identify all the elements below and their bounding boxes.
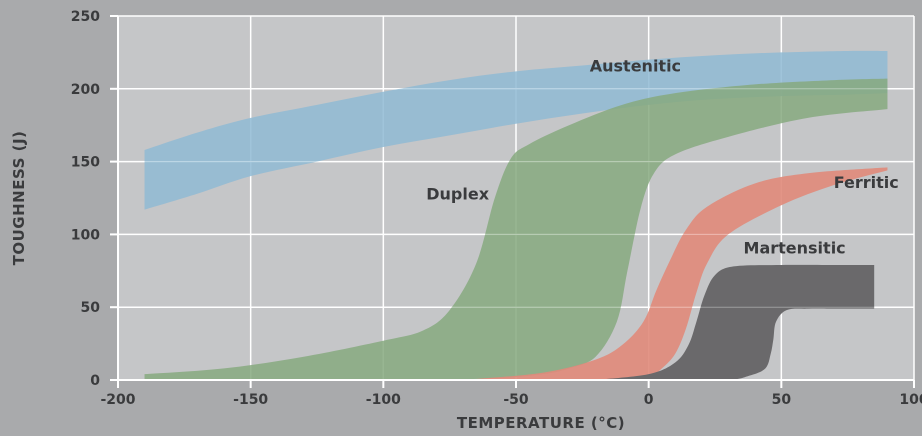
- band-duplex: [144, 78, 888, 381]
- x-axis-title: TEMPERATURE (°C): [457, 414, 625, 432]
- y-tick-label: 100: [71, 227, 100, 243]
- x-tick-label: -50: [503, 392, 529, 408]
- band-label-austenitic: Austenitic: [590, 56, 681, 75]
- y-tick-label: 0: [90, 373, 100, 389]
- band-label-martensitic: Martensitic: [744, 238, 846, 257]
- series-bands: [144, 50, 888, 381]
- y-tick-label: 250: [71, 9, 100, 25]
- y-tick-label: 200: [71, 82, 100, 98]
- x-tick-label: 0: [644, 392, 654, 408]
- x-tick-label: -200: [100, 392, 135, 408]
- y-axis-title: TOUGHNESS (J): [10, 131, 28, 266]
- series-labels: Austenitic Duplex Ferritic Martensitic: [426, 56, 899, 257]
- band-label-duplex: Duplex: [426, 184, 489, 203]
- band-martensitic: [595, 264, 875, 381]
- x-tick-label: 50: [772, 392, 792, 408]
- x-tick-label: -150: [233, 392, 268, 408]
- axes: -200 -150 -100 -50 0 50 100 0 50 100 150 200 250: [71, 9, 922, 408]
- band-ferritic: [462, 167, 888, 381]
- y-tick-label: 150: [71, 155, 100, 171]
- x-tick-label: -100: [366, 392, 401, 408]
- x-tick-label: 100: [899, 392, 922, 408]
- y-tick-label: 50: [81, 300, 101, 316]
- band-label-ferritic: Ferritic: [834, 173, 899, 192]
